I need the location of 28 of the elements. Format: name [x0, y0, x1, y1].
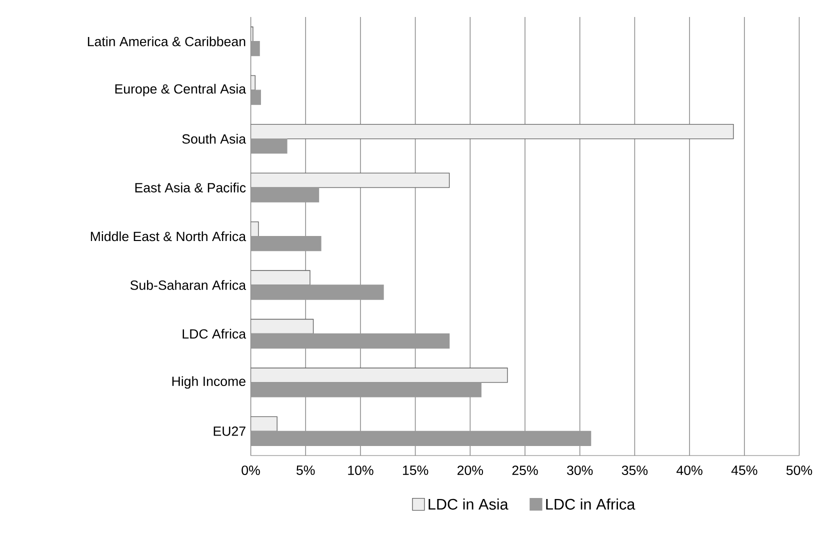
bar — [250, 416, 278, 432]
x-tick-label: 5% — [296, 465, 315, 475]
x-tick-label: 25% — [512, 465, 538, 475]
x-tick-label: 20% — [457, 465, 484, 475]
y-tick-label: EU27 — [214, 426, 246, 436]
y-tick-label: East Asia & Pacific — [135, 182, 246, 192]
x-tick-label: 15% — [403, 465, 428, 475]
y-tick-label: High Income — [172, 376, 246, 388]
bar — [250, 172, 450, 188]
x-tick-label: 40% — [676, 465, 702, 475]
y-tick-label: South Asia — [182, 134, 246, 144]
legend-label: LDC in Asia — [428, 498, 508, 510]
x-tick-label: 10% — [348, 465, 374, 475]
x-tick-label: 30% — [567, 465, 593, 475]
y-tick-label: LDC Africa — [182, 328, 246, 338]
bar — [250, 318, 314, 334]
bar — [250, 367, 508, 383]
x-tick-label: 0% — [242, 465, 260, 475]
bar — [250, 270, 310, 286]
bar — [250, 124, 734, 139]
x-tick-label: 35% — [622, 465, 648, 475]
legend-label: LDC in Africa — [546, 498, 636, 510]
y-tick-label: Middle East & North Africa — [90, 231, 246, 241]
y-tick-label: Latin America & Caribbean — [88, 36, 246, 46]
y-tick-label: Europe & Central Asia — [115, 84, 246, 96]
x-tick-label: 50% — [786, 465, 812, 475]
y-tick-label: Sub-Saharan Africa — [130, 280, 246, 290]
x-tick-label: 45% — [731, 465, 758, 475]
